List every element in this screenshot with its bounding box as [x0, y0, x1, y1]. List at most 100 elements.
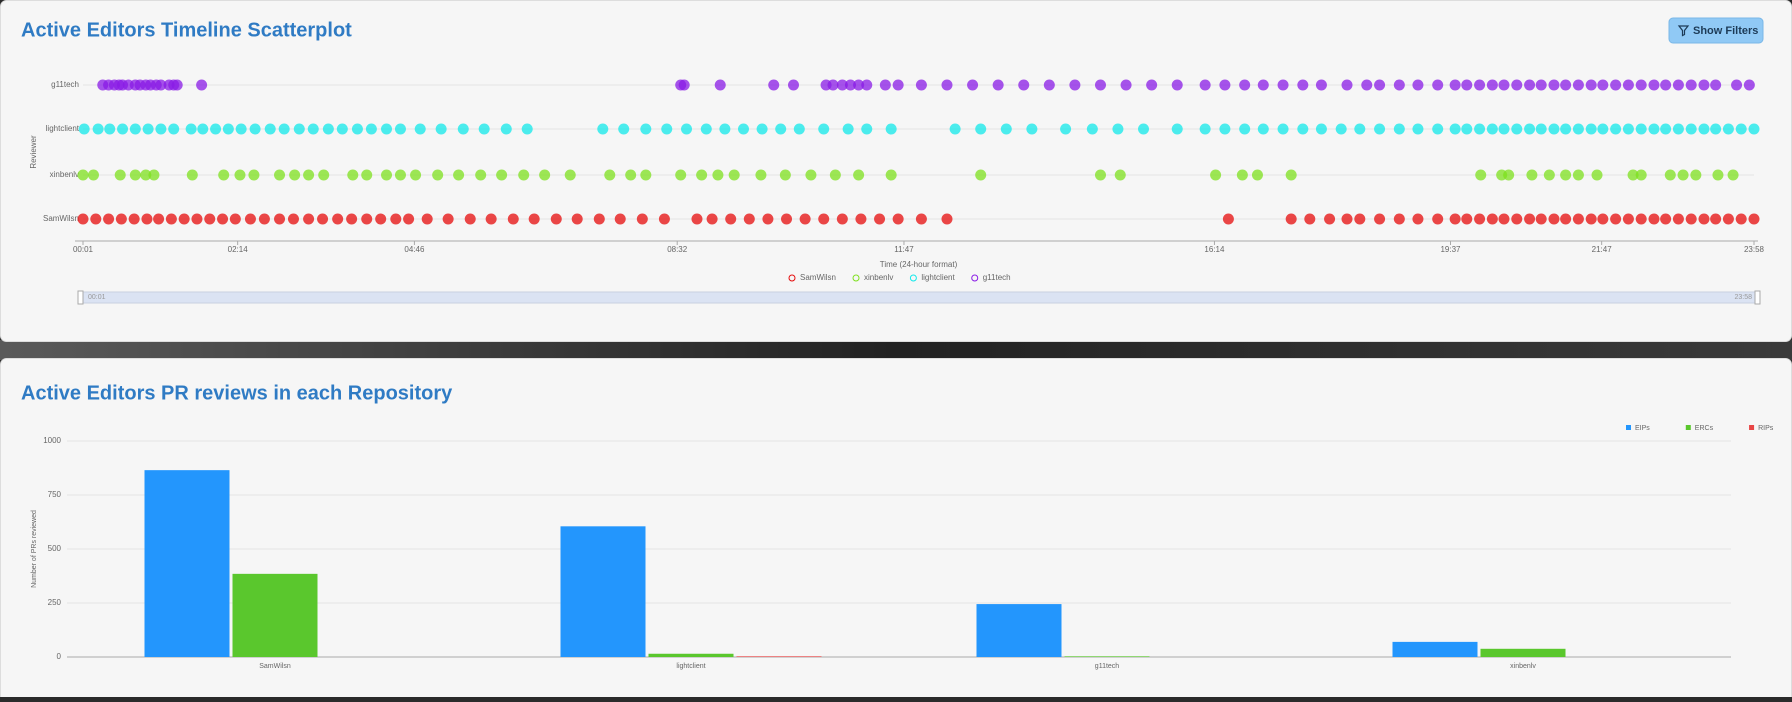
- point: [155, 123, 167, 135]
- point: [1171, 123, 1183, 135]
- filter-button[interactable]: Show Filters: [1668, 17, 1764, 44]
- point: [1560, 123, 1572, 135]
- point: [1199, 123, 1211, 135]
- point: [892, 213, 904, 225]
- y-tick-label: 0: [57, 652, 62, 661]
- x-tick-label: 00:01: [73, 245, 94, 254]
- point: [728, 169, 740, 181]
- point: [1511, 123, 1523, 135]
- point: [1257, 123, 1269, 135]
- point: [1627, 169, 1639, 181]
- point: [1374, 213, 1386, 225]
- point: [1548, 123, 1560, 135]
- bar: [232, 573, 318, 657]
- point: [1591, 169, 1603, 181]
- point: [307, 123, 319, 135]
- bar: [144, 470, 230, 657]
- point: [186, 169, 198, 181]
- slider-handle[interactable]: [1754, 290, 1761, 305]
- y-tick-label: g11tech: [51, 80, 79, 89]
- point: [390, 213, 402, 225]
- point: [1449, 213, 1461, 225]
- point: [1060, 123, 1072, 135]
- point: [375, 213, 387, 225]
- point: [1572, 123, 1584, 135]
- point: [1672, 213, 1684, 225]
- point: [103, 213, 115, 225]
- point: [142, 123, 154, 135]
- point: [818, 213, 830, 225]
- point: [779, 169, 791, 181]
- point: [1503, 169, 1515, 181]
- bar: [736, 656, 822, 657]
- point: [853, 169, 865, 181]
- point: [1285, 169, 1297, 181]
- point: [681, 123, 693, 135]
- point: [303, 169, 315, 181]
- point: [768, 79, 780, 91]
- point: [148, 169, 160, 181]
- point: [844, 79, 856, 91]
- point: [264, 123, 276, 135]
- point: [755, 169, 767, 181]
- point: [1635, 79, 1647, 91]
- point: [593, 213, 605, 225]
- legend-label: g11tech: [983, 273, 1011, 282]
- button-bg[interactable]: [1668, 17, 1764, 44]
- point: [1474, 123, 1486, 135]
- point: [518, 169, 530, 181]
- point: [1698, 123, 1710, 135]
- point: [775, 123, 787, 135]
- bar: [1480, 648, 1566, 657]
- y-tick-label: xinbenlv: [50, 170, 79, 179]
- point: [725, 213, 737, 225]
- point: [1498, 213, 1510, 225]
- point: [743, 213, 755, 225]
- point: [678, 79, 690, 91]
- point: [1622, 213, 1634, 225]
- point: [485, 213, 497, 225]
- point: [1432, 79, 1444, 91]
- point: [781, 213, 793, 225]
- point: [967, 79, 979, 91]
- point: [1461, 79, 1473, 91]
- y-tick-label: SamWilsn: [43, 214, 79, 223]
- point: [614, 213, 626, 225]
- slider-handle[interactable]: [77, 290, 84, 305]
- point: [87, 169, 99, 181]
- point: [528, 213, 540, 225]
- point: [1585, 123, 1597, 135]
- point: [77, 169, 89, 181]
- point: [1524, 79, 1536, 91]
- point: [1610, 123, 1622, 135]
- point: [1735, 123, 1747, 135]
- point: [1548, 79, 1560, 91]
- point: [1685, 123, 1697, 135]
- legend-label: xinbenlv: [864, 273, 893, 282]
- panel: [0, 0, 1792, 342]
- point: [1597, 213, 1609, 225]
- point: [1735, 213, 1747, 225]
- point: [1354, 123, 1366, 135]
- x-tick-label: 04:46: [404, 245, 425, 254]
- point: [114, 169, 126, 181]
- point: [104, 123, 116, 135]
- point: [1710, 79, 1722, 91]
- point: [1335, 123, 1347, 135]
- point: [1239, 79, 1251, 91]
- legend-marker: [971, 274, 979, 282]
- point: [1432, 213, 1444, 225]
- point: [346, 213, 358, 225]
- point: [861, 79, 873, 91]
- point: [78, 123, 90, 135]
- button-label[interactable]: Show Filters: [1693, 25, 1758, 37]
- point: [1393, 79, 1405, 91]
- point: [117, 123, 129, 135]
- x-tick-label: 19:37: [1440, 245, 1461, 254]
- bar: [1392, 641, 1478, 657]
- point: [464, 213, 476, 225]
- point: [1069, 79, 1081, 91]
- point: [1690, 169, 1702, 181]
